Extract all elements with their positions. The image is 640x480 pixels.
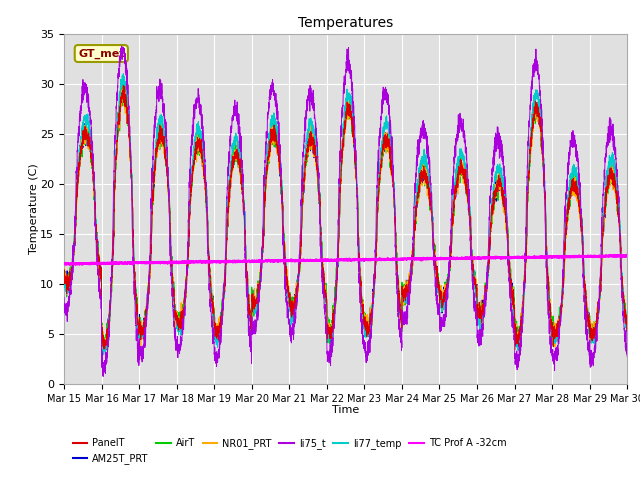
Text: GT_met: GT_met [78,48,125,59]
X-axis label: Time: Time [332,405,359,415]
Y-axis label: Temperature (C): Temperature (C) [29,163,39,254]
Title: Temperatures: Temperatures [298,16,393,30]
Legend: PanelT, AM25T_PRT, AirT, NR01_PRT, li75_t, li77_temp, TC Prof A -32cm: PanelT, AM25T_PRT, AirT, NR01_PRT, li75_… [69,434,510,468]
